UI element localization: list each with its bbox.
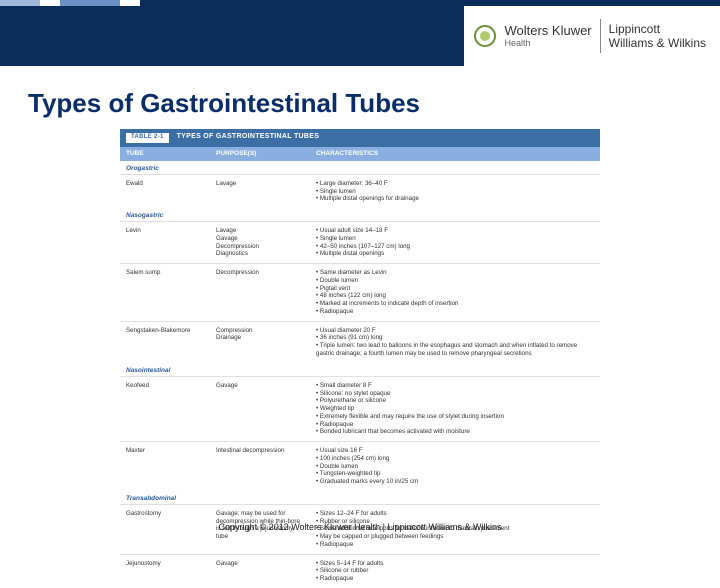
slide-title: Types of Gastrointestinal Tubes [0, 66, 720, 129]
characteristic-item: 48 inches (122 cm) long [316, 292, 594, 300]
section-label: Nasogastric [120, 208, 600, 221]
table-row: LevinLavage Gavage Decompression Diagnos… [120, 221, 600, 263]
cell-tube: Ewald [120, 177, 210, 206]
cell-characteristics: Usual size 16 F100 inches (254 cm) longD… [310, 444, 600, 489]
brand-wk-sub: Health [504, 39, 591, 48]
cell-tube: Jejunostomy [120, 557, 210, 586]
section-label: Nasointestinal [120, 363, 600, 376]
cell-tube: Maxter [120, 444, 210, 489]
cell-purpose: Compression Drainage [210, 324, 310, 361]
copyright-footer: Copyright © 2013 Wolters Kluwer Health |… [0, 522, 720, 532]
cell-tube: Salem sump [120, 266, 210, 319]
characteristic-item: Polyurethane or silicone [316, 397, 594, 405]
table-row: EwaldLavageLarge diameter: 36–40 FSingle… [120, 174, 600, 208]
characteristic-item: Tungsten-weighted tip [316, 470, 594, 478]
characteristic-item: Multiple distal openings for drainage [316, 195, 594, 203]
cell-tube: Sengstaken-Blakemore [120, 324, 210, 361]
characteristic-item: Silicone or rubber [316, 567, 594, 575]
cell-purpose: Intestinal decompression [210, 444, 310, 489]
table-row: JejunostomyGavageSizes 5–14 F for adults… [120, 554, 600, 588]
characteristic-item: Bonded lubricant that becomes activated … [316, 428, 594, 436]
table-row: KeofeedGavageSmall diameter 8 FSilicone:… [120, 376, 600, 441]
brand-divider [600, 19, 601, 53]
brand-logo-block: Wolters Kluwer Health Lippincott William… [464, 6, 720, 66]
cell-purpose: Lavage [210, 177, 310, 206]
brand-lww-2: Williams & Wilkins [609, 36, 706, 50]
characteristic-item: 100 inches (254 cm) long [316, 455, 594, 463]
characteristic-item: Radiopaque [316, 421, 594, 429]
characteristic-item: 42–50 inches (107–127 cm) long [316, 243, 594, 251]
cell-characteristics: Large diameter: 36–40 FSingle lumenMulti… [310, 177, 600, 206]
col-header-characteristics: CHARACTERISTICS [310, 147, 600, 161]
header-bar: Wolters Kluwer Health Lippincott William… [0, 6, 720, 66]
cell-purpose: Gavage [210, 557, 310, 586]
characteristic-item: Triple lumen: two lead to balloons in th… [316, 342, 594, 358]
table-row: Salem sumpDecompressionSame diameter as … [120, 263, 600, 321]
table-row: Sengstaken-BlakemoreCompression Drainage… [120, 321, 600, 363]
characteristic-item: Single lumen [316, 188, 594, 196]
characteristic-item: 36 inches (91 cm) long [316, 334, 594, 342]
characteristic-item: Single lumen [316, 235, 594, 243]
characteristic-item: Extremely flexible and may require the u… [316, 413, 594, 421]
table-number: TABLE 2-1 [126, 133, 169, 143]
cell-tube: Keofeed [120, 379, 210, 439]
characteristic-item: Double lumen [316, 277, 594, 285]
characteristic-item: Pigtail vent [316, 285, 594, 293]
characteristic-item: Radiopaque [316, 308, 594, 316]
section-label: Transabdominal [120, 491, 600, 504]
characteristic-item: Radiopaque [316, 541, 594, 549]
col-header-purpose: PURPOSE(S) [210, 147, 310, 161]
characteristic-item: Weighted tip [316, 405, 594, 413]
table-caption-bar: TABLE 2-1 TYPES OF GASTROINTESTINAL TUBE… [120, 129, 600, 147]
brand-lww-1: Lippincott [609, 22, 706, 36]
section-label: Orogastric [120, 161, 600, 174]
characteristic-item: Usual adult size 14–18 F [316, 227, 594, 235]
characteristic-item: Sizes 5–14 F for adults [316, 560, 594, 568]
characteristic-item: Double lumen [316, 463, 594, 471]
characteristic-item: Usual diameter 20 F [316, 327, 594, 335]
characteristic-item: Multiple distal openings [316, 250, 594, 258]
brand-wk: Wolters Kluwer [504, 24, 591, 37]
wk-logo-icon [474, 25, 496, 47]
cell-characteristics: Usual adult size 14–18 FSingle lumen42–5… [310, 224, 600, 261]
cell-characteristics: Same diameter as LevinDouble lumenPigtai… [310, 266, 600, 319]
cell-characteristics: Small diameter 8 FSilicone: no stylet op… [310, 379, 600, 439]
cell-purpose: Lavage Gavage Decompression Diagnostics [210, 224, 310, 261]
characteristic-item: Sizes 12–24 F for adults [316, 510, 594, 518]
characteristic-item: Large diameter: 36–40 F [316, 180, 594, 188]
col-header-tube: TUBE [120, 147, 210, 161]
characteristic-item: Marked at increments to indicate depth o… [316, 300, 594, 308]
table-caption: TYPES OF GASTROINTESTINAL TUBES [177, 133, 320, 142]
characteristic-item: Usual size 16 F [316, 447, 594, 455]
cell-purpose: Gavage [210, 379, 310, 439]
cell-tube: Levin [120, 224, 210, 261]
characteristic-item: Small diameter 8 F [316, 382, 594, 390]
table-row: MaxterIntestinal decompressionUsual size… [120, 441, 600, 491]
characteristic-item: Radiopaque [316, 575, 594, 583]
table-column-headers: TUBE PURPOSE(S) CHARACTERISTICS [120, 147, 600, 161]
cell-characteristics: Usual diameter 20 F36 inches (91 cm) lon… [310, 324, 600, 361]
cell-purpose: Decompression [210, 266, 310, 319]
cell-characteristics: Sizes 5–14 F for adultsSilicone or rubbe… [310, 557, 600, 586]
characteristic-item: Same diameter as Levin [316, 269, 594, 277]
tube-types-table: TABLE 2-1 TYPES OF GASTROINTESTINAL TUBE… [120, 129, 600, 588]
characteristic-item: Graduated marks every 10 in/25 cm [316, 478, 594, 486]
characteristic-item: Silicone: no stylet opaque [316, 390, 594, 398]
